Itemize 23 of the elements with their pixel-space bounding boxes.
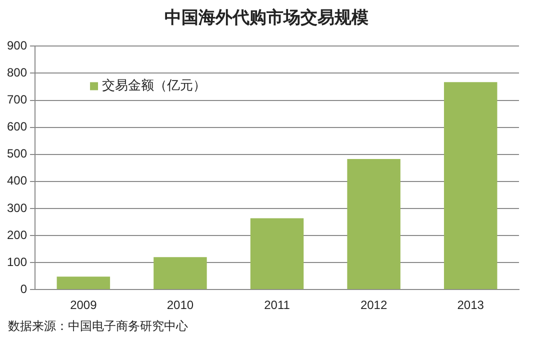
x-tick-label: 2012: [360, 298, 388, 312]
source-note: 数据来源：中国电子商务研究中心: [8, 318, 188, 335]
bar: [154, 257, 207, 290]
bar: [347, 158, 400, 290]
y-tick-label: 100: [6, 254, 28, 269]
x-tick-label: 2010: [166, 298, 194, 312]
y-tick-label: 500: [6, 146, 28, 161]
y-tick-label: 800: [6, 66, 28, 80]
y-tick-label: 200: [6, 228, 28, 242]
y-tick-label: 300: [6, 200, 28, 215]
bar: [56, 276, 110, 290]
x-tick-label: 2013: [457, 298, 484, 312]
legend-label: 交易金额（亿元）: [102, 78, 206, 94]
y-tick-label: 900: [6, 38, 28, 53]
bar: [250, 218, 304, 290]
y-tick-label: 0: [20, 282, 28, 296]
y-tick-label: 600: [6, 120, 28, 134]
y-tick-label: 700: [6, 92, 28, 107]
x-tick-label: 2009: [70, 298, 98, 312]
bar: [444, 82, 498, 290]
x-tick-label: 2011: [264, 298, 290, 312]
y-tick-label: 400: [6, 174, 28, 188]
chart-title: 中国海外代购市场交易规模: [164, 7, 370, 29]
